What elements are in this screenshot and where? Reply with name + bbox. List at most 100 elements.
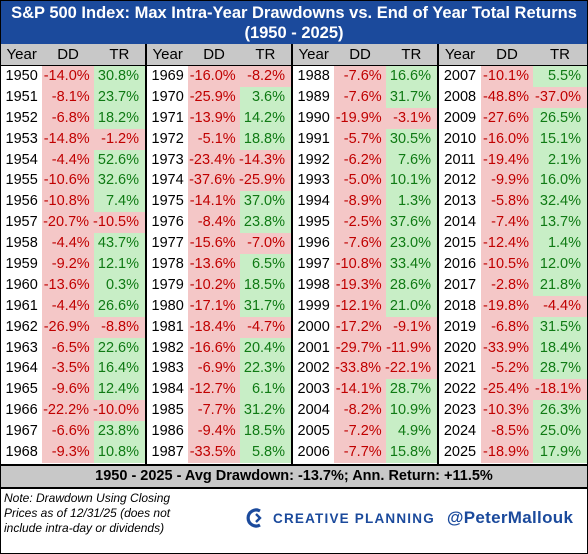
table-row: 2022 -25.4% -18.1% xyxy=(439,379,587,401)
table-row: 2000 -17.2% -9.1% xyxy=(293,316,437,338)
tr-cell: 18.8% xyxy=(239,128,291,150)
year-cell: 2017 xyxy=(443,276,477,293)
year-cell: 1977 xyxy=(151,235,184,252)
year-cell: 1970 xyxy=(151,88,184,105)
tr-cell: 1.3% xyxy=(385,191,437,213)
tr-cell: 15.1% xyxy=(533,128,587,150)
dd-cell: -16.0% xyxy=(481,128,533,150)
title: S&P 500 Index: Max Intra-Year Drawdowns … xyxy=(11,4,577,22)
year-cell: 1981 xyxy=(151,318,184,335)
year-cell: 1951 xyxy=(5,88,38,105)
dd-cell: -37.6% xyxy=(188,170,240,192)
year-cell: 2021 xyxy=(443,360,477,377)
table-row: 1986 -9.4% 18.5% xyxy=(147,421,291,443)
dd-cell: -3.5% xyxy=(42,358,94,380)
tr-cell: 23.8% xyxy=(239,212,291,234)
tr-cell: -3.1% xyxy=(385,107,437,129)
year-cell: 2006 xyxy=(297,444,330,461)
year-cell: 1953 xyxy=(5,130,38,147)
rows-group: 1969 -16.0% -8.2% 1970 -25.9% 3.6% 1971 -13.9% 1… xyxy=(147,66,291,463)
table-row: 1981 -18.4% -4.7% xyxy=(147,316,291,338)
table-row: 1966 -22.2% -10.0% xyxy=(1,400,145,422)
tr-cell: 43.7% xyxy=(93,233,145,255)
tr-cell: 4.9% xyxy=(385,421,437,443)
table-row: 1968 -9.3% 10.8% xyxy=(1,442,145,463)
tr-cell: 10.9% xyxy=(385,400,437,422)
year-cell: 1974 xyxy=(151,172,184,189)
tr-header: TR xyxy=(109,46,130,63)
year-cell: 2018 xyxy=(443,297,477,314)
table-row: 1996 -7.6% 23.0% xyxy=(293,233,437,255)
tr-cell: 2.1% xyxy=(533,149,587,171)
tr-cell: 16.4% xyxy=(93,358,145,380)
year-cell: 2020 xyxy=(443,339,477,356)
table-row: 1988 -7.6% 16.6% xyxy=(293,66,437,87)
tr-cell: -4.7% xyxy=(239,316,291,338)
table-row: 1984 -12.7% 6.1% xyxy=(147,379,291,401)
tr-cell: 25.0% xyxy=(533,421,587,443)
column-block: Year DD TR 1969 -16.0% -8.2% 1970 -25.9% 3.6%… xyxy=(147,44,293,464)
tr-cell: 21.0% xyxy=(385,295,437,317)
dd-cell: -8.4% xyxy=(188,212,240,234)
table-row: 2014 -7.4% 13.7% xyxy=(439,212,587,234)
tr-cell: -37.0% xyxy=(533,86,587,108)
tr-cell: 23.0% xyxy=(385,233,437,255)
dd-cell: -19.4% xyxy=(481,149,533,171)
dd-cell: -29.7% xyxy=(334,337,386,359)
table-row: 2006 -7.7% 15.8% xyxy=(293,442,437,463)
year-cell: 1994 xyxy=(297,193,330,210)
dd-cell: -10.2% xyxy=(188,274,240,296)
dd-cell: -9.2% xyxy=(42,254,94,275)
year-cell: 1960 xyxy=(5,276,38,293)
year-cell: 2003 xyxy=(297,381,330,398)
tr-cell: 20.4% xyxy=(239,337,291,359)
dd-cell: -33.9% xyxy=(481,337,533,359)
dd-cell: -5.0% xyxy=(334,170,386,192)
column-block: Year DD TR 1950 -14.0% 30.8% 1951 -8.1% 23.7%… xyxy=(1,44,147,464)
year-cell: 1961 xyxy=(5,297,38,314)
table-row: 1977 -15.6% -7.0% xyxy=(147,233,291,255)
table-row: 2010 -16.0% 15.1% xyxy=(439,128,587,150)
tr-cell: -18.1% xyxy=(533,379,587,401)
table-row: 1971 -13.9% 14.2% xyxy=(147,107,291,129)
table-row: 1954 -4.4% 52.6% xyxy=(1,149,145,171)
table-row: 2011 -19.4% 2.1% xyxy=(439,149,587,171)
dd-cell: -6.8% xyxy=(481,316,533,338)
year-cell: 2004 xyxy=(297,402,330,419)
dd-cell: -18.9% xyxy=(481,442,533,463)
tr-cell: 5.5% xyxy=(533,66,587,87)
dd-cell: -8.2% xyxy=(334,400,386,422)
tr-cell: 30.8% xyxy=(93,66,145,87)
dd-cell: -15.6% xyxy=(188,233,240,255)
year-cell: 1950 xyxy=(5,68,38,84)
dd-cell: -7.4% xyxy=(481,212,533,234)
dd-cell: -9.3% xyxy=(42,442,94,463)
dd-cell: -26.9% xyxy=(42,316,94,338)
table-row: 2025 -18.9% 17.9% xyxy=(439,442,587,463)
tr-cell: 15.8% xyxy=(385,442,437,463)
twitter-handle[interactable]: @PeterMallouk xyxy=(446,508,574,527)
year-cell: 1959 xyxy=(5,256,38,273)
year-cell: 2005 xyxy=(297,423,330,440)
tr-cell: 23.7% xyxy=(93,86,145,108)
tr-cell: 0.3% xyxy=(93,274,145,296)
table-row: 1952 -6.8% 18.2% xyxy=(1,107,145,129)
rows-group: 2007 -10.1% 5.5% 2008 -48.8% -37.0% 2009 -27.6%… xyxy=(439,66,587,463)
year-cell: 1990 xyxy=(297,109,330,126)
table-row: 1994 -8.9% 1.3% xyxy=(293,191,437,213)
dd-cell: -7.7% xyxy=(334,442,386,463)
tr-cell: -25.9% xyxy=(239,170,291,192)
tr-cell: 26.3% xyxy=(533,400,587,422)
table-row: 1982 -16.6% 20.4% xyxy=(147,337,291,359)
dd-cell: -2.5% xyxy=(334,212,386,234)
dd-cell: -5.8% xyxy=(481,191,533,213)
year-cell: 2001 xyxy=(297,339,330,356)
column-block: Year DD TR 2007 -10.1% 5.5% 2008 -48.8% -37.0… xyxy=(439,44,587,464)
tr-cell: 18.5% xyxy=(239,421,291,443)
table-row: 2007 -10.1% 5.5% xyxy=(439,66,587,87)
dd-cell: -13.9% xyxy=(188,107,240,129)
year-cell: 1991 xyxy=(297,130,330,147)
table-row: 2009 -27.6% 26.5% xyxy=(439,107,587,129)
tr-cell: 10.1% xyxy=(385,170,437,192)
tr-cell: 1.4% xyxy=(533,233,587,255)
